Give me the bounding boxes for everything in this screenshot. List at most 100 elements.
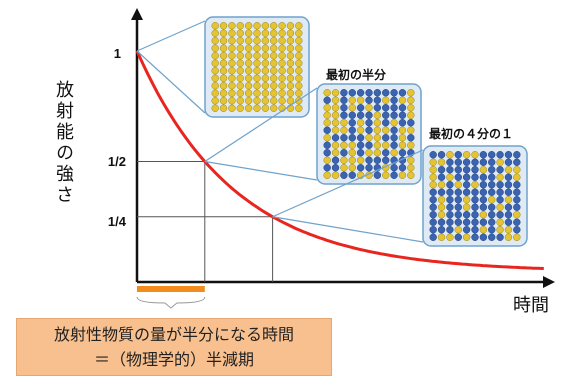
atom-undecayed bbox=[219, 104, 228, 112]
atom-decayed bbox=[356, 149, 365, 157]
atom-decayed bbox=[390, 134, 398, 142]
atom-decayed bbox=[488, 188, 496, 196]
atom-undecayed bbox=[429, 158, 437, 166]
atom-undecayed bbox=[236, 22, 244, 30]
atom-undecayed bbox=[295, 22, 303, 30]
atom-decayed bbox=[488, 181, 496, 189]
atom-decayed bbox=[407, 134, 415, 142]
atom-undecayed bbox=[244, 97, 253, 105]
atom-undecayed bbox=[462, 233, 471, 241]
atom-undecayed bbox=[278, 89, 286, 97]
atom-decayed bbox=[471, 166, 479, 174]
atom-undecayed bbox=[270, 37, 278, 45]
atom-decayed bbox=[429, 196, 437, 204]
atom-undecayed bbox=[261, 52, 270, 60]
atom-decayed bbox=[323, 149, 331, 157]
atom-undecayed bbox=[479, 211, 488, 219]
atom-decayed bbox=[488, 218, 496, 226]
atom-decayed bbox=[479, 218, 488, 226]
atom-undecayed bbox=[373, 126, 382, 134]
atom-undecayed bbox=[390, 119, 398, 127]
atom-undecayed bbox=[278, 37, 286, 45]
atom-undecayed bbox=[219, 44, 228, 52]
atom-undecayed bbox=[479, 166, 488, 174]
atom-decayed bbox=[479, 233, 488, 241]
atom-undecayed bbox=[446, 173, 454, 181]
atom-undecayed bbox=[323, 104, 331, 112]
atom-decayed bbox=[382, 104, 390, 112]
atom-undecayed bbox=[286, 82, 295, 90]
atom-undecayed bbox=[270, 52, 278, 60]
atom-undecayed bbox=[236, 97, 244, 105]
atom-undecayed bbox=[323, 111, 331, 119]
atom-decayed bbox=[446, 211, 454, 219]
atom-undecayed bbox=[323, 156, 331, 164]
atom-undecayed bbox=[348, 141, 356, 149]
atom-decayed bbox=[462, 226, 471, 234]
atom-undecayed bbox=[278, 29, 286, 37]
atom-undecayed bbox=[244, 59, 253, 67]
atom-undecayed bbox=[270, 89, 278, 97]
y-axis-label: 放射能の強さ bbox=[54, 80, 74, 206]
atom-undecayed bbox=[244, 67, 253, 75]
atom-decayed bbox=[454, 233, 462, 241]
atom-undecayed bbox=[270, 59, 278, 67]
atom-undecayed bbox=[219, 29, 228, 37]
atom-decayed bbox=[513, 226, 521, 234]
atom-undecayed bbox=[331, 149, 340, 157]
atom-undecayed bbox=[407, 126, 415, 134]
atom-decayed bbox=[331, 134, 340, 142]
atom-decayed bbox=[365, 141, 373, 149]
atom-undecayed bbox=[407, 171, 415, 179]
atom-undecayed bbox=[244, 29, 253, 37]
atom-undecayed bbox=[513, 173, 521, 181]
atom-undecayed bbox=[219, 97, 228, 105]
atom-decayed bbox=[373, 156, 382, 164]
atom-undecayed bbox=[278, 52, 286, 60]
atom-decayed bbox=[488, 166, 496, 174]
atom-undecayed bbox=[407, 104, 415, 112]
atom-undecayed bbox=[295, 82, 303, 90]
atom-decayed bbox=[479, 188, 488, 196]
atom-undecayed bbox=[261, 104, 270, 112]
atom-decayed bbox=[504, 173, 513, 181]
atom-decayed bbox=[496, 151, 504, 159]
atom-decayed bbox=[437, 173, 446, 181]
atom-decayed bbox=[429, 151, 437, 159]
atom-undecayed bbox=[219, 37, 228, 45]
atom-undecayed bbox=[496, 173, 504, 181]
atom-undecayed bbox=[244, 52, 253, 60]
atom-undecayed bbox=[382, 96, 390, 104]
atom-decayed bbox=[365, 89, 373, 97]
atom-undecayed bbox=[462, 151, 471, 159]
atom-undecayed bbox=[429, 166, 437, 174]
atom-undecayed bbox=[513, 166, 521, 174]
atom-decayed bbox=[446, 166, 454, 174]
atom-decayed bbox=[382, 119, 390, 127]
atom-undecayed bbox=[356, 96, 365, 104]
atom-undecayed bbox=[219, 74, 228, 82]
atom-decayed bbox=[479, 151, 488, 159]
atom-decayed bbox=[471, 196, 479, 204]
atom-undecayed bbox=[331, 104, 340, 112]
atom-undecayed bbox=[295, 59, 303, 67]
atom-undecayed bbox=[253, 89, 261, 97]
atom-undecayed bbox=[228, 74, 236, 82]
atom-undecayed bbox=[253, 37, 261, 45]
atom-decayed bbox=[382, 134, 390, 142]
atom-undecayed bbox=[437, 203, 446, 211]
atom-undecayed bbox=[454, 181, 462, 189]
atom-undecayed bbox=[407, 156, 415, 164]
atom-undecayed bbox=[513, 211, 521, 219]
atom-undecayed bbox=[356, 156, 365, 164]
atom-undecayed bbox=[496, 226, 504, 234]
atom-undecayed bbox=[261, 97, 270, 105]
atom-undecayed bbox=[295, 104, 303, 112]
atom-undecayed bbox=[228, 44, 236, 52]
atom-undecayed bbox=[437, 211, 446, 219]
atom-decayed bbox=[504, 158, 513, 166]
atom-undecayed bbox=[340, 156, 348, 164]
atom-decayed bbox=[340, 89, 348, 97]
atom-decayed bbox=[504, 181, 513, 189]
atom-undecayed bbox=[331, 126, 340, 134]
